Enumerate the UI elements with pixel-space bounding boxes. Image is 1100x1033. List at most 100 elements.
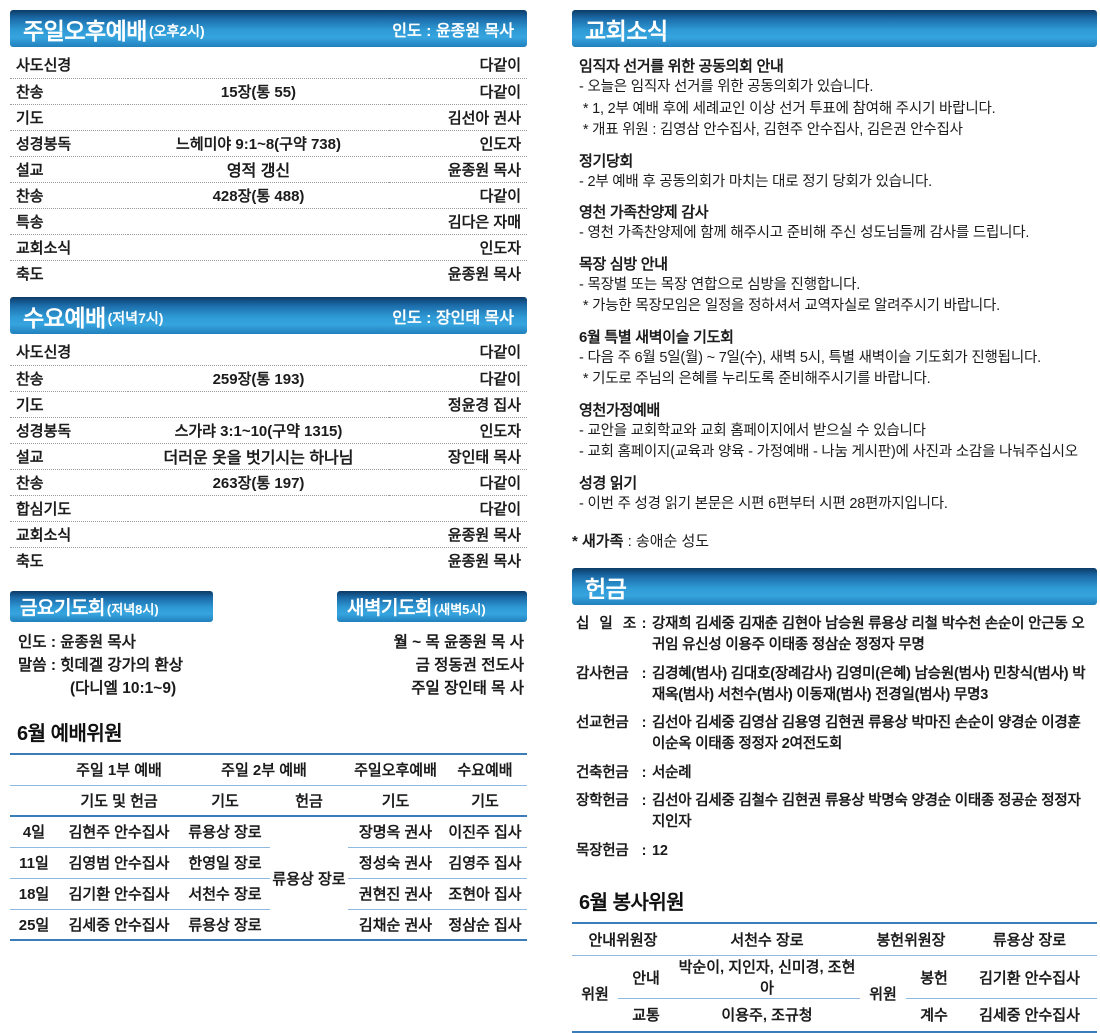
order-detail xyxy=(128,52,389,79)
order-detail: 428장(통 488) xyxy=(128,182,389,209)
order-label: 찬송 xyxy=(10,182,128,209)
order-detail xyxy=(128,495,389,522)
order-label: 기도 xyxy=(10,104,128,131)
table-row: 합심기도 다같이 xyxy=(10,495,527,522)
friday-prayer-message: 말씀 : 힛데겔 강가의 환상 xyxy=(18,657,183,674)
table-row: 위원 안내 박순이, 지인자, 신미경, 조현아 위원 봉헌 김기환 안수집사 xyxy=(572,955,1097,1003)
header-first-service: 주일 1부 예배 xyxy=(58,754,180,786)
order-person: 인도자 xyxy=(389,234,527,261)
table-row: 찬송 428장(통 488) 다같이 xyxy=(10,182,527,209)
offering-row: 십 일 조: 강재희 김세중 김재춘 김현아 남승원 류용상 리철 박수천 손순이… xyxy=(576,614,1097,656)
friday-prayer-title: 금요기도회 xyxy=(20,598,105,619)
subheader-prayer-offering: 기도 및 헌금 xyxy=(58,785,180,817)
table-row: 찬송 263장(통 197) 다같이 xyxy=(10,469,527,496)
news-heading: 6월 특별 새벽이슬 기도회 xyxy=(579,328,734,346)
second-prayer-cell: 한영일 장로 xyxy=(180,847,270,879)
table-subheader-row: 기도 및 헌금 기도 헌금 기도 기도 xyxy=(10,785,527,817)
wednesday-cell: 김영주 집사 xyxy=(443,847,527,879)
count-member-name: 김세중 안수집사 xyxy=(979,1007,1080,1025)
date-cell: 25일 xyxy=(18,916,50,934)
order-label: 특송 xyxy=(10,208,128,235)
order-person: 장인태 목사 xyxy=(389,443,527,470)
news-item: 영천 가족찬양제 감사 - 영천 가족찬양제에 함께 해주시고 준비해 주신 성… xyxy=(572,202,1097,245)
order-person: 다같이 xyxy=(389,339,527,366)
dawn-prayer-box: 새벽기도회 (새벽5시) 월 ~ 목 윤종원 목 사 금 정동권 전도사 주일 … xyxy=(337,591,527,700)
dawn-prayer-friday: 금 정동권 전도사 xyxy=(415,657,524,674)
table-header-row: 주일 1부 예배 주일 2부 예배 주일오후예배 수요예배 xyxy=(10,754,527,786)
afternoon-cell: 김채순 권사 xyxy=(358,916,433,934)
order-detail xyxy=(128,208,389,235)
afternoon-service-header: 주일오후예배 (오후2시) 인도 : 윤종원 목사 xyxy=(10,10,527,47)
transport-role-label: 교통 xyxy=(632,1007,660,1025)
colon: : xyxy=(641,764,647,781)
order-detail xyxy=(128,104,389,131)
newcomer-line: * 새가족 : 송애순 성도 xyxy=(572,530,1097,551)
wednesday-service-table: 사도신경 다같이 찬송 259장(통 193) 다같이 기도 정윤경 집사 성경봉독 스가… xyxy=(10,339,527,573)
dawn-prayer-lines: 월 ~ 목 윤종원 목 사 금 정동권 전도사 주일 장인태 목 사 xyxy=(337,631,527,700)
order-person: 김선아 권사 xyxy=(389,104,527,131)
dawn-prayer-header: 새벽기도회 (새벽5시) xyxy=(337,591,527,622)
afternoon-service-table: 사도신경 다같이 찬송 15장(통 55) 다같이 기도 김선아 권사 성경봉독 느헤미야… xyxy=(10,52,527,286)
colon: : xyxy=(641,842,647,859)
newcomer-value: : 송애순 성도 xyxy=(623,533,710,550)
church-news-title: 교회소식 xyxy=(585,17,668,44)
order-label: 찬송 xyxy=(10,469,128,496)
table-row: 안내위원장 서천수 장로 봉헌위원장 류용상 장로 xyxy=(572,922,1097,956)
table-row: 찬송 15장(통 55) 다같이 xyxy=(10,78,527,105)
subheader-offering: 헌금 xyxy=(270,785,348,817)
table-row: 교통 이용주, 조규청 계수 김세중 안수집사 xyxy=(572,999,1097,1032)
wednesday-cell: 이진주 집사 xyxy=(443,816,527,848)
news-item: 정기당회 - 2부 예배 후 공동의회가 마치는 대로 정기 당회가 있습니다. xyxy=(572,151,1097,194)
order-detail xyxy=(128,391,389,418)
order-person: 윤종원 목사 xyxy=(447,552,521,570)
order-person: 윤종원 목사 xyxy=(389,521,527,548)
news-line: - 다음 주 6월 5일(월) ~ 7일(수), 새벽 5시, 특별 새벽이슬 … xyxy=(579,349,1041,366)
order-detail xyxy=(128,521,389,548)
offering-row: 선교헌금: 김선아 김세중 김영삼 김용영 김현권 류용상 박마진 손순이 양경순… xyxy=(576,713,1097,755)
count-role-label: 계수 xyxy=(920,1007,948,1025)
news-heading: 정기당회 xyxy=(579,152,634,170)
colon: : xyxy=(641,616,647,632)
wednesday-cell: 정삼순 집사 xyxy=(448,916,522,934)
news-heading: 임직자 선거를 위한 공동의회 안내 xyxy=(579,58,784,75)
news-item: 영천가정예배 - 교안을 교회학교와 교회 홈페이지에서 받으실 수 있습니다 … xyxy=(572,400,1097,464)
friday-prayer-header: 금요기도회 (저녁8시) xyxy=(10,591,213,622)
second-prayer-cell: 서천수 장로 xyxy=(180,878,270,910)
first-service-cell: 김기환 안수집사 xyxy=(58,878,180,910)
table-row: 11일 김영범 안수집사 한영일 장로 정성숙 권사 김영주 집사 xyxy=(10,847,527,879)
order-person: 정윤경 집사 xyxy=(389,391,527,418)
member-group-label: 위원 xyxy=(581,985,609,1003)
table-row: 찬송 259장(통 193) 다같이 xyxy=(10,365,527,392)
header-blank xyxy=(10,785,58,817)
colon: : xyxy=(641,715,647,731)
offering-merged-cell: 류용상 장로 xyxy=(272,870,346,888)
table-row: 사도신경 다같이 xyxy=(10,52,527,79)
order-label: 합심기도 xyxy=(10,495,128,522)
news-item: 6월 특별 새벽이슬 기도회 - 다음 주 6월 5일(월) ~ 7일(수), … xyxy=(572,327,1097,391)
table-row: 축도 윤종원 목사 xyxy=(10,260,527,286)
header-second-service: 주일 2부 예배 xyxy=(180,754,348,786)
table-row: 기도 정윤경 집사 xyxy=(10,391,527,418)
afternoon-service-title: 주일오후예배 xyxy=(23,17,147,44)
offering-type: 십 일 조 xyxy=(576,616,636,632)
news-line: - 목장별 또는 목장 연합으로 심방을 진행합니다. xyxy=(579,276,861,293)
order-label: 성경봉독 xyxy=(10,130,128,157)
order-detail xyxy=(128,234,389,261)
order-label: 찬송 xyxy=(10,78,128,105)
member-group-label: 위원 xyxy=(869,985,897,1003)
header-wednesday-service: 수요예배 xyxy=(443,754,527,786)
offering-type: 선교헌금 xyxy=(576,715,629,731)
wednesday-service-leader: 인도 : 장인태 목사 xyxy=(392,309,514,327)
offering-row: 건축헌금: 서순례 xyxy=(576,763,1097,784)
colon: : xyxy=(641,665,647,682)
afternoon-cell: 권현진 권사 xyxy=(348,878,443,910)
news-line: - 교회 홈페이지(교육과 양육 - 가정예배 - 나눔 게시판)에 사진과 소… xyxy=(579,444,1078,460)
offering-names: 김선아 김세중 김영삼 김용영 김현권 류용상 박마진 손순이 양경순 이경훈 … xyxy=(652,715,1081,752)
table-row-sermon: 설교 더러운 옷을 벗기시는 하나님 장인태 목사 xyxy=(10,443,527,470)
order-detail xyxy=(128,339,389,366)
second-prayer-cell: 류용상 장로 xyxy=(180,816,270,848)
date-cell: 18일 xyxy=(10,878,58,910)
offering-row: 목장헌금:12 xyxy=(576,841,1097,862)
news-heading: 영천가정예배 xyxy=(579,401,661,419)
